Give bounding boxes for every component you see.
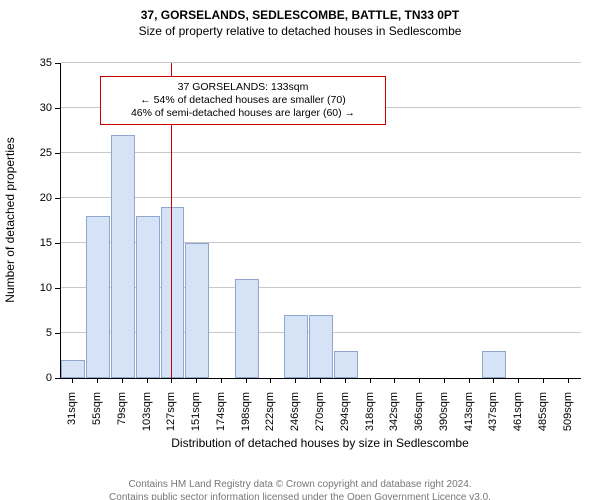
footer-line: Contains HM Land Registry data © Crown c… <box>0 479 600 492</box>
xtick-label: 79sqm <box>116 392 128 442</box>
xtick-label: 342sqm <box>388 392 400 442</box>
title-sub: Size of property relative to detached ho… <box>0 24 600 38</box>
footer: Contains HM Land Registry data © Crown c… <box>0 479 600 500</box>
xtick-label: 246sqm <box>289 392 301 442</box>
bar <box>334 351 358 378</box>
bar <box>235 279 259 378</box>
xtick-mark <box>171 378 172 383</box>
gridline <box>61 152 581 153</box>
xtick-label: 103sqm <box>141 392 153 442</box>
xtick-mark <box>543 378 544 383</box>
xtick-mark <box>246 378 247 383</box>
xtick-mark <box>469 378 470 383</box>
xtick-mark <box>394 378 395 383</box>
ytick-label: 0 <box>22 372 52 384</box>
gridline <box>61 197 581 198</box>
ytick-label: 10 <box>22 282 52 294</box>
xtick-mark <box>122 378 123 383</box>
xtick-label: 485sqm <box>537 392 549 442</box>
xtick-label: 461sqm <box>512 392 524 442</box>
xtick-label: 31sqm <box>66 392 78 442</box>
xtick-mark <box>196 378 197 383</box>
ytick-mark <box>55 198 60 199</box>
xtick-mark <box>97 378 98 383</box>
bar <box>284 315 308 378</box>
annotation-line: 37 GORSELANDS: 133sqm <box>107 81 379 94</box>
bar <box>111 135 135 378</box>
ytick-mark <box>55 288 60 289</box>
bar <box>482 351 506 378</box>
ytick-label: 25 <box>22 147 52 159</box>
ytick-mark <box>55 63 60 64</box>
ytick-mark <box>55 243 60 244</box>
xtick-mark <box>72 378 73 383</box>
bar <box>185 243 209 378</box>
bar <box>61 360 85 378</box>
xtick-label: 270sqm <box>314 392 326 442</box>
title-main: 37, GORSELANDS, SEDLESCOMBE, BATTLE, TN3… <box>0 8 600 22</box>
footer-line: Contains public sector information licen… <box>0 492 600 500</box>
xtick-label: 509sqm <box>562 392 574 442</box>
xtick-label: 151sqm <box>190 392 202 442</box>
bar <box>136 216 160 378</box>
ytick-label: 15 <box>22 237 52 249</box>
xtick-mark <box>320 378 321 383</box>
xtick-label: 294sqm <box>339 392 351 442</box>
bar <box>161 207 185 378</box>
xtick-mark <box>444 378 445 383</box>
y-axis-label: Number of detached properties <box>3 130 17 310</box>
ytick-mark <box>55 153 60 154</box>
xtick-mark <box>270 378 271 383</box>
ytick-label: 20 <box>22 192 52 204</box>
xtick-label: 413sqm <box>463 392 475 442</box>
xtick-mark <box>370 378 371 383</box>
ytick-label: 30 <box>22 102 52 114</box>
xtick-label: 318sqm <box>364 392 376 442</box>
xtick-mark <box>147 378 148 383</box>
ytick-label: 5 <box>22 327 52 339</box>
ytick-mark <box>55 333 60 334</box>
xtick-label: 390sqm <box>438 392 450 442</box>
annotation-line: ← 54% of detached houses are smaller (70… <box>107 94 379 107</box>
xtick-mark <box>568 378 569 383</box>
xtick-mark <box>345 378 346 383</box>
xtick-label: 127sqm <box>165 392 177 442</box>
ytick-mark <box>55 378 60 379</box>
annotation-box: 37 GORSELANDS: 133sqm ← 54% of detached … <box>100 76 386 125</box>
xtick-mark <box>493 378 494 383</box>
ytick-mark <box>55 108 60 109</box>
xtick-mark <box>221 378 222 383</box>
xtick-mark <box>518 378 519 383</box>
xtick-label: 198sqm <box>240 392 252 442</box>
xtick-label: 437sqm <box>487 392 499 442</box>
ytick-label: 35 <box>22 57 52 69</box>
xtick-label: 222sqm <box>264 392 276 442</box>
xtick-mark <box>295 378 296 383</box>
annotation-line: 46% of semi-detached houses are larger (… <box>107 107 379 120</box>
xtick-label: 55sqm <box>91 392 103 442</box>
xtick-label: 174sqm <box>215 392 227 442</box>
bar <box>309 315 333 378</box>
gridline <box>61 62 581 63</box>
bar <box>86 216 110 378</box>
xtick-label: 366sqm <box>413 392 425 442</box>
xtick-mark <box>419 378 420 383</box>
